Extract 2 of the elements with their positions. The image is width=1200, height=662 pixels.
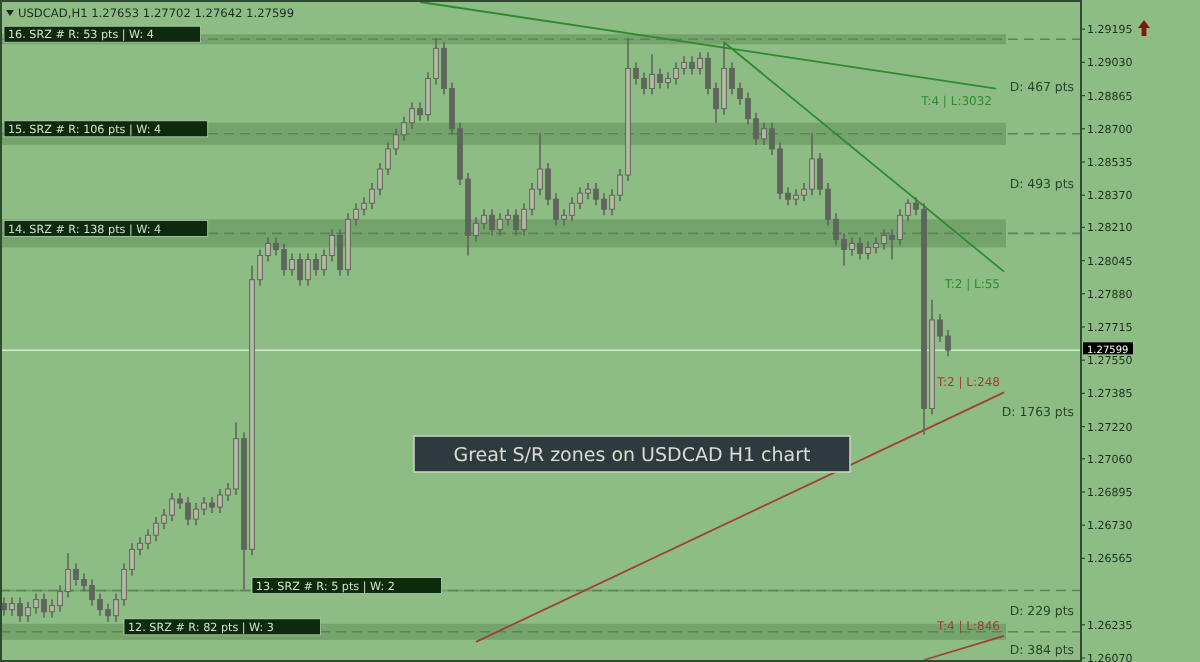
annotation: Great S/R zones on USDCAD H1 chart [453, 445, 812, 467]
caption-box: Great S/R zones on USDCAD H1 chart [413, 435, 851, 473]
